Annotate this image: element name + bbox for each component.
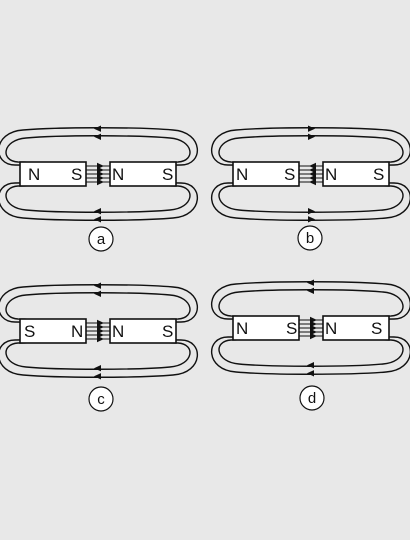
gap-field-arrow: [97, 166, 104, 174]
gap-field-arrow: [309, 170, 316, 178]
outer-field-arrow: [308, 133, 315, 140]
outer-field-arrow: [307, 362, 314, 369]
outer-field-arrow: [94, 208, 101, 215]
outer-field-arrow: [94, 365, 101, 372]
gap-field-arrow: [97, 170, 104, 178]
gap-field-arrow: [309, 166, 316, 174]
outer-field-arrow: [94, 290, 101, 297]
outer-field-arrow: [94, 373, 101, 380]
right-magnet-right-pole: S: [162, 322, 173, 341]
left-magnet-left-pole: N: [236, 319, 248, 338]
right-magnet-left-pole: N: [325, 165, 337, 184]
left-magnet: [19, 161, 87, 187]
outer-field-arrow: [307, 370, 314, 377]
left-magnet-right-pole: S: [71, 165, 82, 184]
right-magnet-right-pole: S: [162, 165, 173, 184]
caption-circle: [297, 225, 323, 251]
caption-circle: [299, 385, 325, 411]
gap-field-arrows: [299, 316, 323, 340]
gap-field-arrows: [299, 162, 323, 186]
gap-field-arrows: [86, 319, 110, 343]
left-magnet-left-pole: N: [236, 165, 248, 184]
outer-field-arrow: [307, 279, 314, 286]
right-magnet: [322, 161, 390, 187]
diagram-panel-b: N S N S b: [211, 125, 410, 251]
outer-field-arrow: [307, 287, 314, 294]
right-magnet-left-pole: N: [325, 319, 337, 338]
right-magnet: [109, 318, 177, 344]
caption-label: a: [97, 231, 106, 248]
outer-field-arrow: [308, 216, 315, 223]
left-magnet: [232, 315, 300, 341]
outer-field-arrow: [94, 133, 101, 140]
right-magnet: [322, 315, 390, 341]
gap-field-arrow: [97, 178, 104, 186]
right-magnet-right-pole: S: [373, 165, 384, 184]
gap-field-arrow: [97, 162, 104, 170]
diagram-panel-c: S N N S c: [0, 282, 198, 412]
gap-field-arrows: [86, 162, 110, 186]
left-magnet-right-pole: S: [284, 165, 295, 184]
right-magnet-right-pole: S: [371, 319, 382, 338]
left-magnet-right-pole: S: [286, 319, 297, 338]
gap-field-arrow: [97, 335, 104, 343]
gap-field-arrow: [310, 332, 317, 340]
caption-label: c: [97, 391, 105, 408]
gap-field-arrow: [97, 174, 104, 182]
caption-label: d: [308, 390, 316, 407]
caption-label: b: [306, 230, 314, 247]
right-magnet-left-pole: N: [112, 165, 124, 184]
left-magnet: [232, 161, 300, 187]
caption-circle: [88, 226, 114, 252]
gap-field-arrow: [309, 178, 316, 186]
outer-field-arrow: [94, 216, 101, 223]
diagram-panel-a: N S N S a: [0, 125, 198, 252]
caption-circle: [88, 386, 114, 412]
outer-field-arrow: [94, 282, 101, 289]
gap-field-arrow: [309, 162, 316, 170]
outer-field-arrow: [308, 208, 315, 215]
diagram-panel-d: N S N S d: [211, 279, 410, 411]
left-magnet-right-pole: N: [71, 322, 83, 341]
left-magnet-left-pole: S: [24, 322, 35, 341]
gap-field-arrow: [309, 174, 316, 182]
right-magnet-left-pole: N: [112, 322, 124, 341]
outer-field-arrow: [308, 125, 315, 132]
left-magnet-left-pole: N: [28, 165, 40, 184]
left-magnet: [19, 318, 87, 344]
outer-field-arrow: [94, 125, 101, 132]
right-magnet: [109, 161, 177, 187]
